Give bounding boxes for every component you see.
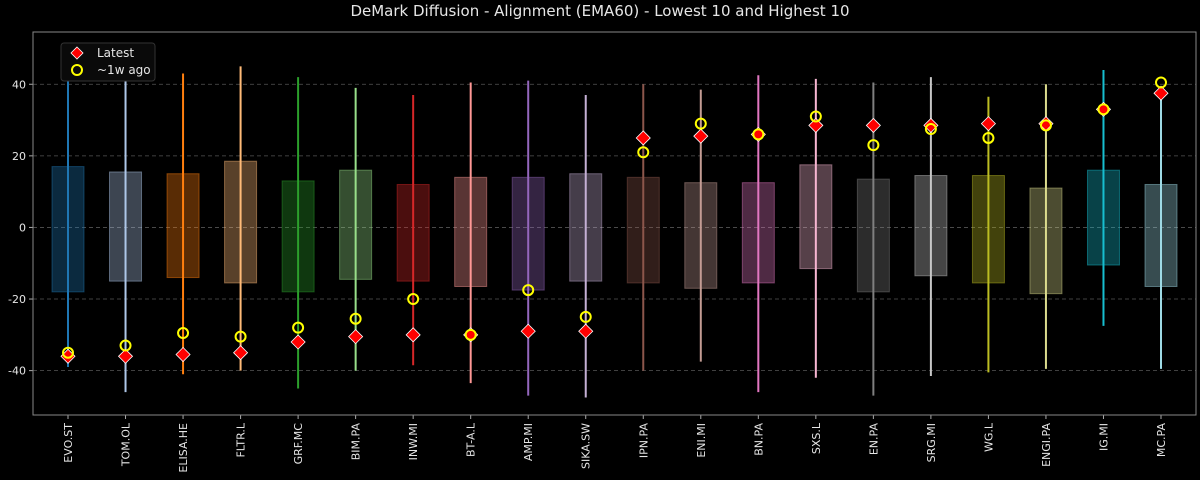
x-tick-label: EN.PA	[867, 423, 880, 456]
prev-marker	[982, 131, 995, 144]
x-tick-label: WG.L	[982, 422, 995, 452]
x-tick-label: GRF.MC	[292, 423, 305, 465]
latest-marker	[980, 116, 996, 132]
y-tick-label: -40	[8, 365, 26, 378]
prev-marker	[924, 123, 937, 136]
y-tick-label: 0	[19, 221, 26, 234]
legend: Latest ~1w ago	[60, 42, 156, 82]
grid	[33, 83, 1196, 372]
prev-marker	[234, 330, 247, 343]
prev-marker	[119, 339, 132, 352]
x-tick-label: IPN.PA	[637, 423, 650, 459]
prev-marker	[694, 117, 707, 130]
x-tick-label: BT-A.L	[465, 422, 478, 457]
prev-marker	[349, 312, 362, 325]
x-tick-label: MC.PA	[1155, 423, 1168, 458]
prev-marker	[867, 139, 880, 152]
x-tick-label: BIM.PA	[350, 423, 363, 461]
prev-marker	[1155, 76, 1167, 89]
latest-marker	[348, 329, 364, 345]
x-tick-label: BN.PA	[752, 423, 765, 456]
latest-marker	[175, 346, 191, 363]
plot-frame	[32, 31, 1197, 416]
legend-prev-label: ~1w ago	[97, 63, 151, 77]
latest-marker	[578, 323, 594, 339]
x-tick-label: AMP.MI	[522, 423, 535, 461]
latest-marker	[923, 117, 939, 133]
prev-marker	[809, 110, 822, 123]
prev-marker	[579, 310, 592, 323]
latest-marker	[1153, 85, 1169, 101]
prev-marker	[1097, 103, 1110, 116]
y-tick-label: 40	[12, 78, 26, 91]
prev-marker	[62, 346, 74, 359]
y-tick-label: 20	[12, 150, 26, 163]
x-tick-label: IG.MI	[1097, 423, 1110, 451]
y-axis: -40 -20 0 20 40	[8, 78, 33, 378]
prev-marker	[177, 327, 190, 340]
x-tick-label: SIKA.SW	[580, 423, 593, 469]
latest-marker	[865, 117, 881, 133]
latest-marker	[117, 348, 134, 364]
x-tick-label: ENGI.PA	[1040, 423, 1053, 467]
x-tick-label: ENI.MI	[695, 423, 708, 458]
prev-marker	[464, 328, 477, 341]
x-axis: EVO.ST TOM.OL ELISA.HE FLTR.L GRF.MC BIM.PA IN…	[62, 415, 1168, 473]
prev-marker	[522, 284, 535, 297]
prev-marker	[637, 146, 650, 159]
marks	[51, 50, 1178, 398]
x-tick-label: EVO.ST	[62, 423, 75, 463]
legend-box	[60, 42, 156, 82]
x-tick-label: INW.MI	[407, 423, 420, 460]
legend-latest-diamond-icon	[70, 46, 84, 60]
latest-marker	[290, 334, 306, 350]
chart-title: DeMark Diffusion - Alignment (EMA60) - L…	[350, 2, 849, 20]
y-tick-label: -20	[8, 293, 26, 306]
latest-marker	[635, 130, 651, 146]
latest-marker	[233, 345, 249, 361]
x-tick-label: FLTR.L	[235, 422, 248, 457]
x-tick-label: TOM.OL	[120, 422, 133, 467]
latest-marker	[405, 327, 421, 343]
x-tick-label: SXS.L	[810, 422, 823, 454]
legend-prev-circle-icon	[71, 64, 83, 76]
latest-marker	[693, 128, 709, 144]
prev-marker	[292, 321, 305, 334]
latest-marker	[808, 117, 824, 133]
prev-marker	[1039, 119, 1052, 132]
legend-latest-label: Latest	[97, 46, 134, 60]
x-tick-label: ELISA.HE	[177, 423, 190, 473]
x-tick-label: SRG.MI	[925, 423, 938, 462]
prev-marker	[407, 293, 420, 306]
latest-marker	[520, 323, 536, 339]
prev-marker	[752, 128, 765, 141]
